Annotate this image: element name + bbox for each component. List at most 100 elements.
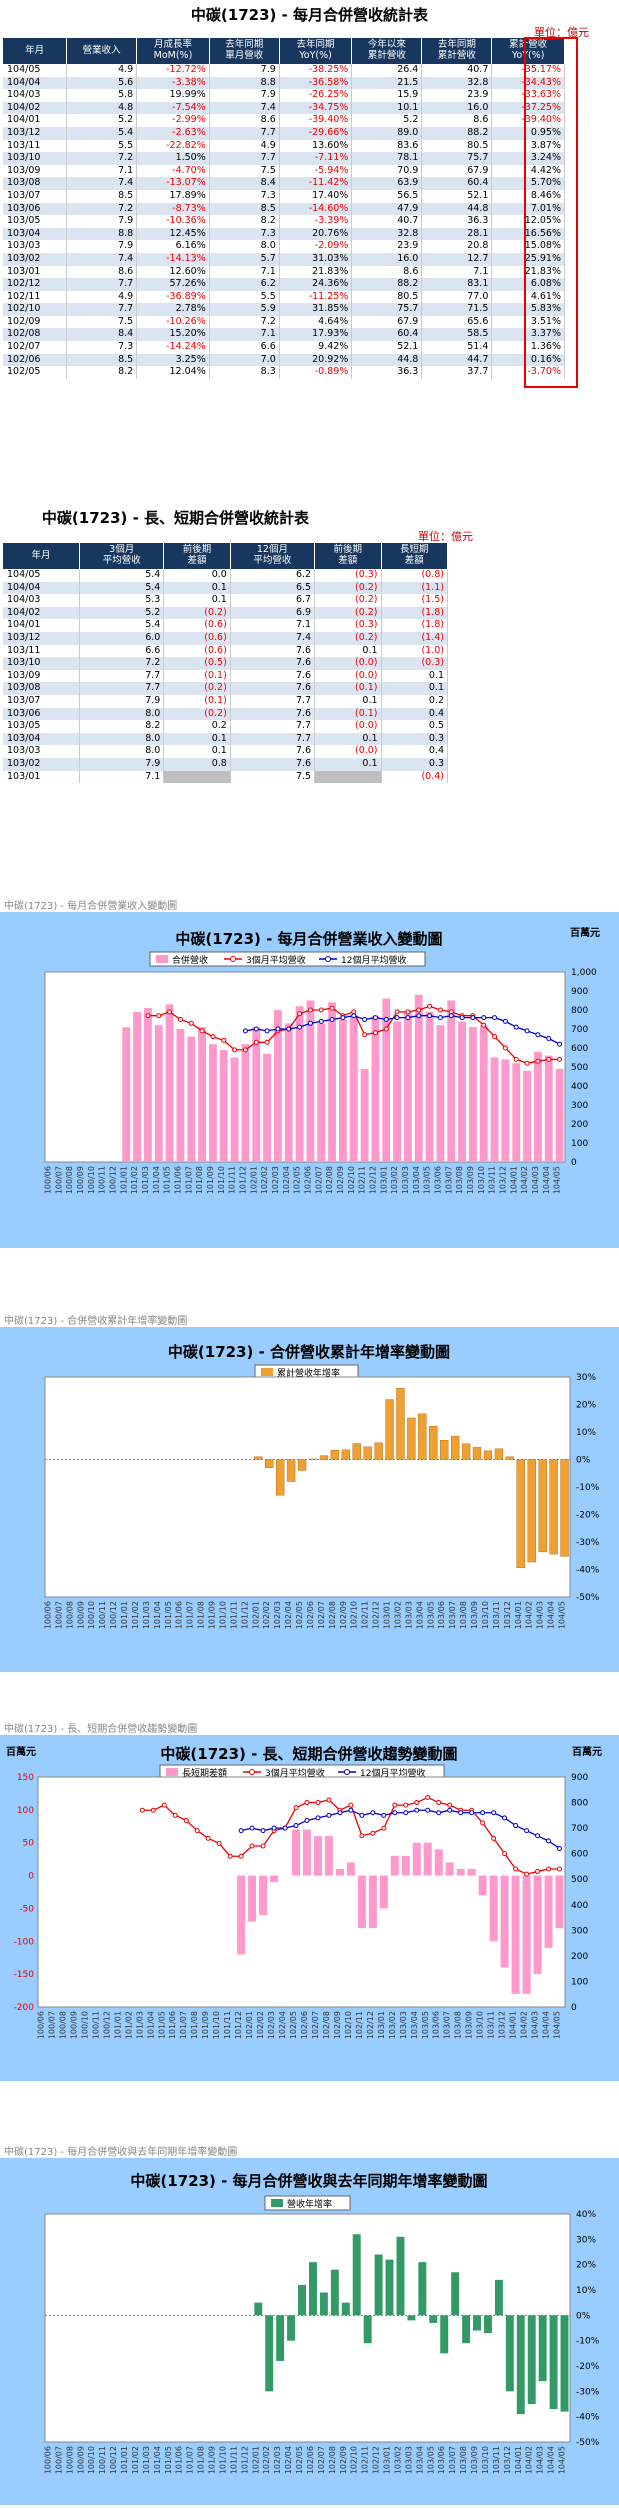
table-cell: 0.2 [163,720,231,733]
diff-bar [248,1875,257,1922]
table-cell: -39.40% [279,114,353,127]
y-tick-label: -10% [576,2337,600,2347]
revenue-bar [436,1025,445,1162]
table-cell: 20.8 [421,240,493,253]
revenue-bar [360,1068,369,1162]
table-cell: 8.6 [351,265,423,279]
x-tick-label: 102/07 [311,2011,320,2039]
revenue-bar [165,1004,174,1162]
x-tick-label: 101/09 [206,1166,215,1194]
avg12-line-point [381,1812,387,1818]
x-tick-label: 104/04 [542,2011,551,2039]
table-cell: 104/02 [3,606,81,620]
table-row: 104/01 5.4 (0.6) 7.1 (0.3) (1.8) [3,619,449,632]
avg3-line-point [238,1853,244,1859]
x-tick-label: 100/07 [54,1601,63,1629]
avg12-line-point [459,1015,465,1021]
x-tick-label: 101/12 [238,1166,247,1194]
revenue-bar [144,1008,152,1162]
table-cell: 16.0 [421,101,493,115]
revenue-bar [263,1053,271,1162]
x-tick-label: 102/07 [317,1601,326,1629]
diff-bar [368,1875,377,1929]
revenue-bar [523,1070,531,1162]
table-cell: 15.9 [351,89,423,102]
y-tick-label: 200 [571,1120,588,1130]
table-header: 月成長率 MoM(%) [136,38,210,64]
x-tick-label: 101/06 [168,2011,177,2039]
x-tick-label: 103/02 [388,2011,397,2039]
table-cell: -14.13% [136,252,210,266]
avg12-line-point [253,1026,259,1032]
y-tick-label: -20% [576,2362,600,2372]
cum-yoy-bar [494,1448,504,1460]
x-tick-label: 101/07 [186,2446,195,2474]
table-row: 102/08 8.4 15.20% 7.1 17.93% 60.4 58.5 3.37% [3,328,565,342]
x-tick-label: 103/07 [448,2446,457,2474]
table-cell: 7.1 [209,265,280,279]
table-row: 103/06 7.2 -8.73% 8.5 -14.60% 47.9 44.8 7.01% [3,202,565,216]
x-tick-label: 103/04 [415,1601,424,1629]
revenue-bar [328,1002,336,1162]
table-cell: 28.1 [421,227,493,241]
legend-label: 3個月平均營收 [265,1767,325,1779]
x-tick-label: 101/07 [186,1601,195,1629]
table-row: 104/03 5.8 19.99% 7.9 -26.25% 15.9 23.9 -33.63% [3,89,565,102]
table-cell: 7.0 [209,353,280,367]
x-tick-label: 100/08 [65,1166,74,1194]
avg3-line-point [293,1805,299,1811]
legend-label: 合併營收 [172,954,208,966]
table-row: 102/06 8.5 3.25% 7.0 20.92% 44.8 44.7 0.16% [3,353,565,367]
x-tick-label: 100/09 [76,1166,85,1194]
table-cell: -37.25% [491,101,565,115]
avg3-line-point [304,1800,310,1806]
avg3-line-point [194,1828,200,1834]
table-cell: 103/12 [3,631,81,645]
avg12-line-point [242,1028,248,1034]
table-cell: (0.2) [163,707,231,721]
table-cell: 77.0 [421,290,493,304]
x-tick-label: 103/09 [466,1166,475,1194]
table-cell: 103/05 [3,215,68,228]
table-cell: 10.1 [351,101,423,115]
table-header: 年月 [3,38,68,64]
diff-bar [522,1875,531,1994]
plot-area [44,971,566,1163]
x-tick-label: 100/07 [47,2011,56,2039]
avg12-line-point [524,1828,530,1834]
yoy-bar [473,2315,481,2331]
diff-bar [500,1875,509,1968]
x-tick-label: 103/04 [415,2446,424,2474]
table-cell: 19.99% [136,89,210,102]
table-cell: 32.8 [351,227,423,241]
cum-yoy-bar [319,1455,329,1460]
revenue-bar [306,1000,315,1162]
avg3-line-point [264,1039,270,1045]
table-cell: (0.1) [163,669,231,683]
yoy-bar [265,2315,274,2392]
table-cell: 47.9 [351,202,423,216]
table-cell: 103/01 [3,770,81,784]
table-cell: 7.2 [209,315,280,329]
table-cell: 0.1 [381,682,449,695]
table-cell: 17.89% [136,189,210,203]
avg3-line-point [546,1056,552,1062]
avg12-line-point [481,1015,487,1021]
table-cell: 5.2 [66,114,138,127]
diff-bar [478,1875,487,1896]
table-cell: 103/11 [3,644,81,658]
legend-label: 12個月平均營收 [360,1767,425,1779]
table-cell: 5.4 [79,581,165,595]
x-tick-label: 101/12 [240,2446,249,2474]
x-tick-label: 103/01 [383,1601,392,1629]
x-tick-label: 100/07 [54,1166,63,1194]
table-cell: 102/09 [3,315,68,329]
table-cell: 8.2 [209,215,280,228]
x-tick-label: 100/10 [80,2011,89,2039]
table-cell: -11.25% [279,290,353,304]
revenue-bar [371,1015,380,1162]
table-cell: (1.5) [381,594,449,607]
table-cell: -10.36% [136,215,210,228]
yoy-bar [494,2279,503,2316]
